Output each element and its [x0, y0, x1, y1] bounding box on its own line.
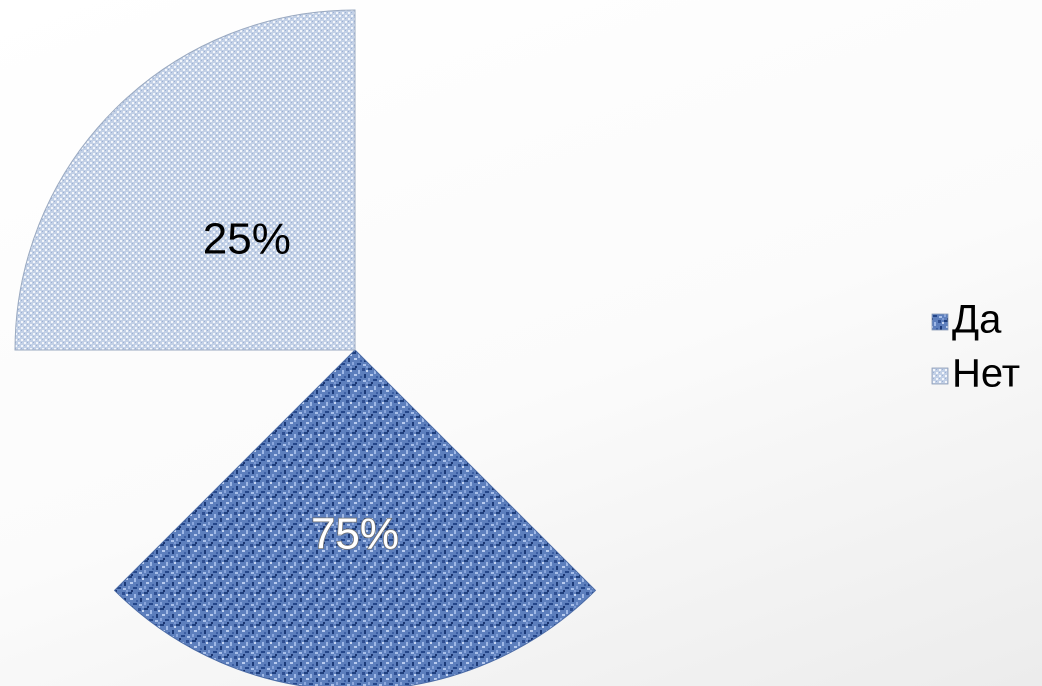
pie-slices: [14, 9, 597, 686]
pie-slice-da: [113, 349, 597, 686]
legend-swatch-net: [931, 367, 949, 385]
data-label-da: 75%: [311, 510, 399, 559]
legend-label-net: Нет: [952, 352, 1020, 396]
pie-data-labels: 75% 25%: [203, 214, 400, 559]
chart-legend: Да Нет: [931, 298, 1020, 396]
data-label-net: 25%: [203, 214, 291, 263]
legend-swatch-da: [931, 313, 949, 331]
pie-slice-net: [14, 9, 356, 351]
legend-label-da: Да: [952, 298, 1002, 342]
